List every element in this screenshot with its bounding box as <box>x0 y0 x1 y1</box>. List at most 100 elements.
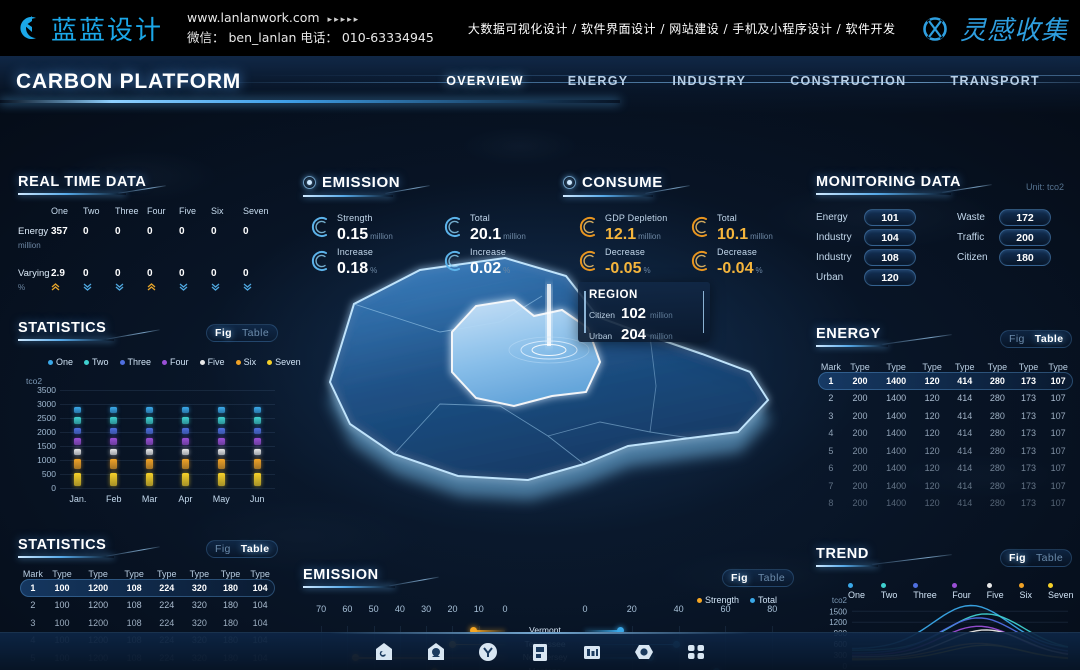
table-cell: 173 <box>1020 445 1037 456</box>
rtd-varying-c4: 0 <box>179 268 211 294</box>
chart-icon[interactable] <box>581 641 603 663</box>
energy-toggle[interactable]: Fig Table <box>1000 330 1073 348</box>
statistics-legend: One Two Three Four Five Six Seven <box>48 357 301 367</box>
stat-gridline <box>60 474 275 475</box>
legend-two: Two <box>880 580 904 600</box>
tornado-category-label: Vermont <box>529 625 561 635</box>
table-cell: 107 <box>1050 375 1066 386</box>
table-column-header: Type <box>124 569 144 579</box>
table-row[interactable]: 3 100 1200 108 224 320 180 104 <box>20 614 275 632</box>
table-row[interactable]: 2 100 1200 108 224 320 180 104 <box>20 597 275 615</box>
nav-item-overview[interactable]: OVERVIEW <box>446 74 524 88</box>
table-row[interactable]: 3 200 1400 120 414 280 173 107 <box>818 407 1073 425</box>
tornado-right-tick: 40 <box>673 604 684 614</box>
nav-item-construction[interactable]: CONSTRUCTION <box>790 74 907 88</box>
stat-ytick: 3500 <box>37 385 56 395</box>
monitoring-industry2-value[interactable]: 108 <box>864 249 916 266</box>
bar-segment <box>181 417 189 425</box>
bar-segment <box>253 417 261 425</box>
monitoring-row-energy: Energy 101 <box>816 209 916 226</box>
table-cell: 200 <box>852 480 868 491</box>
tornado-left-tick: 40 <box>394 604 405 614</box>
table-cell: 1400 <box>886 463 907 474</box>
energy-fig-tab[interactable]: Fig <box>1009 333 1025 345</box>
bar-segment <box>146 428 154 435</box>
table-row[interactable]: 7 200 1400 120 414 280 173 107 <box>818 477 1073 495</box>
table-cell: 100 <box>54 582 70 593</box>
rtd-energy-label: Energy <box>18 226 49 237</box>
bar-segment <box>110 448 118 456</box>
lanlan-logo-icon <box>14 13 44 43</box>
tooltip-bracket-right <box>702 291 704 333</box>
home-icon[interactable] <box>373 641 395 663</box>
table-cell: 8 <box>828 498 834 509</box>
table-row[interactable]: 2 200 1400 120 414 280 173 107 <box>818 390 1073 408</box>
nav-item-transport[interactable]: TRANSPORT <box>950 74 1040 88</box>
bar-segment <box>110 472 118 486</box>
bar-segment <box>146 438 154 445</box>
statistics-fig-toggle[interactable]: Fig Table <box>206 324 279 342</box>
emissionchart-fig-tab[interactable]: Fig <box>731 572 748 584</box>
trend-fig-tab[interactable]: Fig <box>1009 552 1026 564</box>
bar-segment <box>253 459 261 469</box>
region-map[interactable]: REGION Citizen 102 million Urban 204 mil… <box>300 236 800 536</box>
monitoring-industry1-value[interactable]: 104 <box>864 229 916 246</box>
nav-item-energy[interactable]: ENERGY <box>567 74 629 88</box>
table-row[interactable]: 1 100 1200 108 224 320 180 104 <box>20 579 275 597</box>
bar-segment <box>146 417 154 425</box>
table-cell: 200 <box>852 410 868 421</box>
database-icon[interactable] <box>529 641 551 663</box>
emission-chart-toggle[interactable]: Fig Table <box>722 569 795 587</box>
tornado-left-tick: 0 <box>502 604 508 614</box>
statistics-fig-tab[interactable]: Fig <box>215 327 232 339</box>
trend-legend: One Two Three Four Five Six Seven <box>848 580 1080 600</box>
rtd-varying-v4: 0 <box>179 268 185 279</box>
stat-gridline <box>60 404 275 405</box>
table-row[interactable]: 4 200 1400 120 414 280 173 107 <box>818 425 1073 443</box>
emissionchart-table-tab[interactable]: Table <box>757 572 786 584</box>
consume-decrease1-label: Decrease <box>605 247 646 257</box>
energy-table-tab[interactable]: Table <box>1034 333 1064 345</box>
table-row[interactable]: 6 200 1400 120 414 280 173 107 <box>818 460 1073 478</box>
monitoring-waste-value[interactable]: 172 <box>999 209 1051 226</box>
energy-title-underline <box>816 345 888 347</box>
table-cell: 107 <box>1050 428 1066 439</box>
promo-website[interactable]: www.lanlanwork.com <box>187 10 320 25</box>
trend-table-tab[interactable]: Table <box>1035 552 1064 564</box>
table-row[interactable]: 1 200 1400 120 414 280 173 107 <box>818 372 1073 390</box>
emission-strength-value: 0.15 <box>337 226 369 243</box>
bar-segment <box>74 448 82 456</box>
statistics-table-tab[interactable]: Table <box>241 327 270 339</box>
bar-segment <box>110 428 118 435</box>
arrow-down-icon <box>83 282 92 291</box>
trend-toggle[interactable]: Fig Table <box>1000 549 1073 567</box>
main-nav: OVERVIEW ENERGY INDUSTRY CONSTRUCTION TR… <box>424 74 1062 88</box>
statistics-table-toggle[interactable]: Fig Table <box>206 540 279 558</box>
monitoring-traffic-value[interactable]: 200 <box>999 229 1051 246</box>
monitoring-industry1-label: Industry <box>816 232 852 243</box>
monitoring-energy-value[interactable]: 101 <box>864 209 916 226</box>
stattable-fig-tab[interactable]: Fig <box>215 543 231 555</box>
shield-icon[interactable] <box>477 641 499 663</box>
stat-xtick: Apr <box>178 494 193 504</box>
monitoring-citizen-value[interactable]: 180 <box>999 249 1051 266</box>
stattable-table-tab[interactable]: Table <box>240 543 270 555</box>
bar-segment <box>217 448 225 456</box>
table-column-header: Type <box>250 569 270 579</box>
arrow-down-icon <box>211 282 220 291</box>
table-row[interactable]: 8 200 1400 120 414 280 173 107 <box>818 495 1073 513</box>
monitoring-urban-value[interactable]: 120 <box>864 269 916 286</box>
table-row[interactable]: 5 200 1400 120 414 280 173 107 <box>818 442 1073 460</box>
trend-title-curve <box>872 554 952 565</box>
nav-item-industry[interactable]: INDUSTRY <box>672 74 747 88</box>
table-column-header: Mark <box>820 362 841 372</box>
bar-segment <box>217 406 225 414</box>
emission-title-underline <box>303 195 393 197</box>
table-cell: 280 <box>989 445 1005 456</box>
cloud-icon[interactable] <box>425 641 447 663</box>
table-cell: 224 <box>159 617 175 628</box>
hexagon-icon[interactable] <box>633 641 655 663</box>
rtd-varying-v6: 0 <box>243 268 249 279</box>
grid-icon[interactable] <box>685 641 707 663</box>
rtd-varying-unit: % <box>18 283 26 292</box>
